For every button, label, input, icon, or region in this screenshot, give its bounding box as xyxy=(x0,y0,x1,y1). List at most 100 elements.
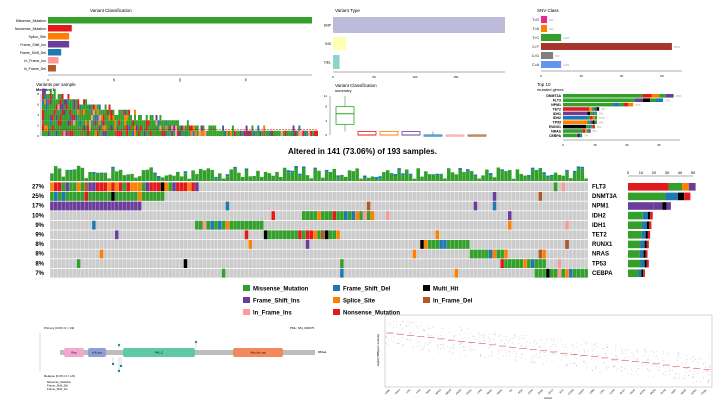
oncoplot-cell xyxy=(164,259,169,268)
stacked-bar-segment xyxy=(85,104,88,110)
stacked-bar-segment xyxy=(87,120,89,126)
stacked-bar-segment xyxy=(94,125,97,131)
cohort-label: KIRP xyxy=(671,388,677,394)
oncoplot-cell xyxy=(519,240,523,249)
cohort-label: PCPG xyxy=(639,388,646,395)
lollipop-head xyxy=(119,364,123,368)
mutation-cell xyxy=(111,192,115,201)
sample-point xyxy=(539,357,540,358)
mutation-cell xyxy=(252,220,256,230)
oncoplot-cell xyxy=(408,182,413,192)
value-label: 3% xyxy=(549,27,554,31)
right-bar-segment xyxy=(647,231,651,239)
sample-point xyxy=(386,337,388,339)
sample-point xyxy=(543,351,545,353)
mutation-cell xyxy=(99,201,104,211)
oncoplot-cell xyxy=(92,259,96,268)
oncoplot-cell xyxy=(542,211,546,220)
oncoplot-cell xyxy=(488,192,493,201)
sample-point xyxy=(472,348,474,350)
bar xyxy=(48,25,72,32)
sample-point xyxy=(452,347,453,348)
oncoplot-cell xyxy=(385,230,390,240)
gene-percent: 8% xyxy=(35,252,44,258)
oncoplot-cell xyxy=(397,182,401,192)
sample-point xyxy=(422,330,424,332)
bar-segment xyxy=(585,124,589,129)
mutation-cell xyxy=(221,220,226,230)
sample-point xyxy=(700,357,701,359)
legend-label: Splice_Site xyxy=(343,299,376,305)
oncoplot-cell xyxy=(309,268,314,278)
oncoplot-cell xyxy=(401,211,405,220)
oncoplot-cell xyxy=(53,220,58,230)
oncoplot-cell xyxy=(225,230,230,240)
oncoplot-cell xyxy=(439,259,443,268)
sample-point xyxy=(656,366,658,367)
oncoplot-cell xyxy=(473,268,478,278)
oncoplot-cell xyxy=(168,249,172,259)
stacked-bar-segment xyxy=(124,115,127,121)
oncoplot-cell xyxy=(454,259,459,268)
oncoplot-cell xyxy=(218,192,222,201)
oncoplot-cell xyxy=(53,240,58,249)
oncoplot-cell xyxy=(546,192,550,201)
oncoplot-cell xyxy=(363,249,367,259)
oncoplot-cell xyxy=(359,230,363,240)
bar xyxy=(48,33,70,40)
oncoplot-cell xyxy=(435,249,440,259)
oncoplot-cell xyxy=(481,201,485,211)
oncoplot-cell xyxy=(580,211,585,220)
stacked-bar-segment xyxy=(155,130,158,136)
oncoplot-cell xyxy=(462,201,466,211)
oncoplot-cell xyxy=(435,192,440,201)
stacked-bar-segment xyxy=(67,104,70,110)
tmb-bar-segment xyxy=(530,167,535,170)
sample-point xyxy=(429,342,430,344)
oncoplot-cell xyxy=(328,201,333,211)
tmb-bar-segment xyxy=(374,176,378,179)
stacked-bar-segment xyxy=(63,115,66,121)
tmb-bar xyxy=(84,178,89,181)
sample-point xyxy=(402,328,403,330)
bar xyxy=(48,41,70,48)
oncoplot-cell xyxy=(137,230,142,240)
oncoplot-cell xyxy=(473,211,478,220)
sample-point xyxy=(698,371,699,373)
sample-point xyxy=(470,348,471,349)
right-bar-segment xyxy=(628,211,643,220)
oncoplot-cell xyxy=(317,240,321,249)
oncoplot-cell xyxy=(412,220,417,230)
oncoplot-cell xyxy=(527,182,531,192)
oncoplot-cell xyxy=(126,220,130,230)
oncoplot-cell xyxy=(229,192,233,201)
sample-point xyxy=(488,334,490,336)
oncoplot-cell xyxy=(324,268,329,278)
oncoplot-cell xyxy=(420,182,424,192)
oncoplot-cell xyxy=(534,201,539,211)
sample-point xyxy=(703,376,705,378)
sample-point xyxy=(536,353,538,355)
mutation-cell xyxy=(103,201,108,211)
oncoplot-cell xyxy=(378,201,382,211)
sample-point xyxy=(550,339,552,341)
sample-point xyxy=(499,335,500,337)
stacked-bar-segment xyxy=(110,109,113,115)
bar-segment xyxy=(655,98,663,102)
lollipop-head xyxy=(111,362,115,366)
sample-point xyxy=(480,353,481,355)
oncoplot-cell xyxy=(416,220,420,230)
stacked-bar-segment xyxy=(149,130,152,136)
stacked-bar-segment xyxy=(61,130,64,136)
mutation-cell xyxy=(500,259,504,268)
sample-point xyxy=(573,346,575,348)
oncoplot-cell xyxy=(569,192,573,201)
sample-point xyxy=(615,348,617,350)
mutation-cell xyxy=(137,182,142,192)
stacked-bar-segment xyxy=(112,115,115,121)
oncoplot-cell xyxy=(107,220,111,230)
sample-point xyxy=(409,339,410,340)
sample-point xyxy=(391,333,392,335)
tmb-bar-segment xyxy=(294,166,298,169)
oncoplot-cell xyxy=(488,268,493,278)
